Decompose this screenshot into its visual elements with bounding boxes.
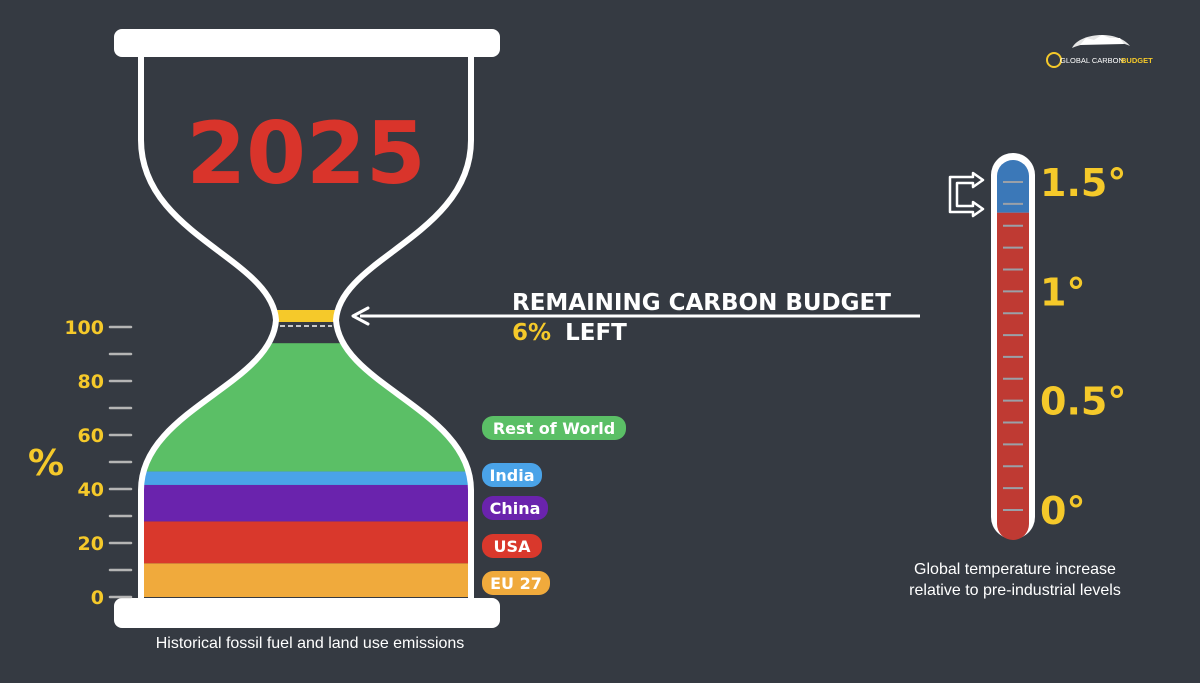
thermometer-caption-line-1: Global temperature increase	[914, 561, 1116, 578]
thermometer: 0° 0.5° 1° 1.5°	[948, 153, 1126, 540]
remaining-budget-title: REMAINING CARBON BUDGET	[512, 290, 891, 316]
y-tick-label: 40	[78, 479, 104, 501]
legend-item-eu-27: EU 27	[482, 571, 550, 595]
thermometer-label: 0°	[1040, 489, 1085, 533]
hourglass-outline	[138, 55, 474, 600]
legend-pill	[482, 496, 548, 520]
legend-pill	[482, 416, 626, 440]
logo-text-global-carbon: GLOBAL CARBON	[1060, 56, 1124, 65]
thermometer-caption-line-2: relative to pre-industrial levels	[909, 582, 1121, 599]
stack-segment-india	[141, 471, 471, 485]
y-axis: 0 20 40 60 80 100	[64, 317, 133, 609]
y-tick-label: 60	[78, 425, 104, 447]
legend-label: EU 27	[490, 574, 542, 593]
global-carbon-budget-logo: GLOBAL CARBON BUDGET	[1046, 34, 1153, 68]
thermometer-labels: 0° 0.5° 1° 1.5°	[1040, 161, 1126, 533]
legend-pill	[482, 571, 550, 595]
current-warming-fill	[997, 212, 1029, 540]
legend-item-china: China	[482, 496, 548, 520]
hourglass-caption: Historical fossil fuel and land use emis…	[155, 635, 465, 652]
y-tick-label: 80	[78, 371, 104, 393]
y-tick-label: 100	[64, 317, 104, 339]
warming-range-bracket-icon	[948, 171, 985, 218]
y-tick-label: 20	[78, 533, 104, 555]
legend-label: USA	[494, 537, 532, 556]
year-label: 2025	[186, 104, 425, 204]
legend-item-rest-of-world: Rest of World	[482, 416, 626, 440]
stack-segment-china	[141, 484, 471, 522]
y-tick-label: 0	[91, 587, 104, 609]
legend-item-usa: USA	[482, 534, 542, 558]
thermometer-label: 1.5°	[1040, 161, 1126, 205]
hourglass-bottom-cap	[114, 598, 500, 628]
remaining-budget-suffix: LEFT	[565, 320, 627, 346]
stack-segment-eu-27	[141, 563, 471, 597]
remaining-budget-line: 6% LEFT	[512, 320, 627, 346]
legend-label: Rest of World	[493, 419, 615, 438]
thermometer-label: 0.5°	[1040, 380, 1126, 424]
remaining-budget-percent: 6%	[512, 320, 551, 346]
y-axis-unit: %	[28, 443, 64, 484]
thermometer-caption: Global temperature increase relative to …	[860, 559, 1170, 601]
legend-label: China	[490, 499, 541, 518]
legend-pill	[482, 463, 542, 487]
legend: Rest of World India China USA EU 27	[482, 416, 626, 595]
logo-text-budget: BUDGET	[1121, 56, 1153, 65]
legend-item-india: India	[482, 463, 542, 487]
thermometer-label: 1°	[1040, 270, 1085, 314]
hourglass-stacked-fill	[141, 310, 471, 597]
hourglass-top-cap	[114, 29, 500, 57]
thermometer-ticks	[1003, 181, 1023, 511]
legend-label: India	[489, 466, 534, 485]
pointer-arrow-head-icon	[351, 306, 370, 326]
globe-icon	[1046, 34, 1130, 68]
legend-pill	[482, 534, 542, 558]
remaining-budget-annotation: REMAINING CARBON BUDGET 6% LEFT	[351, 290, 920, 346]
stack-segment-usa	[141, 521, 471, 564]
thermometer-fill	[997, 160, 1029, 540]
